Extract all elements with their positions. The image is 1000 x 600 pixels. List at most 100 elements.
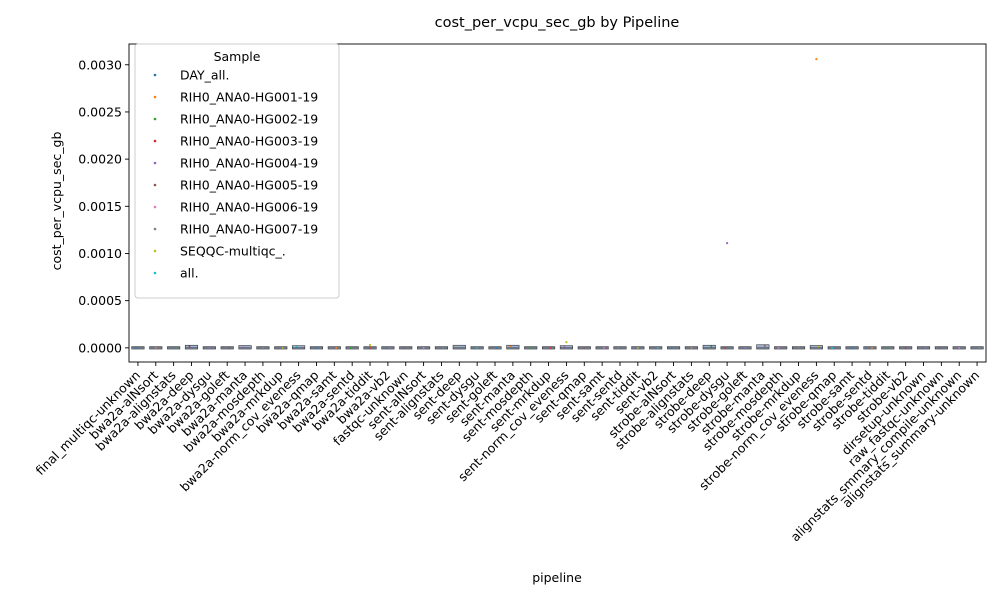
plot-frame <box>128 43 987 363</box>
y-axis: 0.0000 0.0005 0.0010 0.0015 0.0020 0.0025 0.00… <box>78 57 129 355</box>
legend-entry: RIH0_ANA0-HG003-19 <box>180 134 318 149</box>
legend-marker <box>153 117 157 121</box>
data-point <box>496 346 498 349</box>
data-point <box>442 346 445 349</box>
data-point <box>509 345 512 348</box>
data-point <box>603 346 606 349</box>
data-point <box>871 346 873 349</box>
data-point <box>315 346 318 349</box>
legend-marker <box>153 73 157 77</box>
outlier-point <box>815 57 818 61</box>
data-point <box>549 346 552 349</box>
category-box <box>559 345 573 350</box>
x-axis-label: pipeline <box>532 570 582 585</box>
legend-entry: RIH0_ANA0-HG004-19 <box>180 156 318 171</box>
category-box <box>292 345 306 350</box>
data-point <box>174 346 177 349</box>
data-point <box>295 346 298 348</box>
data-point <box>135 346 137 349</box>
legend-marker <box>153 227 157 231</box>
legend-marker <box>153 139 157 143</box>
legend-box <box>134 43 340 299</box>
data-point <box>262 346 264 349</box>
data-point <box>958 346 961 349</box>
category-box <box>184 344 199 350</box>
data-point <box>656 346 659 349</box>
data-point <box>670 346 673 349</box>
data-point <box>349 346 352 349</box>
data-point <box>744 346 746 349</box>
legend-entry: SEQQC-multiqc_. <box>180 244 286 259</box>
legend-marker <box>153 271 157 275</box>
data-point <box>583 346 586 349</box>
data-point <box>529 346 532 349</box>
legend-entry: RIH0_ANA0-HG006-19 <box>180 200 318 215</box>
data-point <box>690 346 693 349</box>
legend-entry: RIH0_ANA0-HG005-19 <box>180 178 318 193</box>
y-tick-label: 0.0025 <box>78 104 122 119</box>
data-point <box>817 345 820 348</box>
data-point <box>904 346 907 349</box>
legend-marker <box>153 249 157 253</box>
category-box <box>506 344 520 350</box>
outlier-point <box>368 343 372 347</box>
data-point <box>335 346 338 349</box>
data-point <box>242 345 244 348</box>
plot-area <box>128 43 987 363</box>
legend: Sample DAY_all. RIH0_ANA0-HG001-19 RIH0_ANA… <box>134 43 340 299</box>
data-points <box>131 57 984 350</box>
data-point <box>978 346 980 349</box>
data-point <box>724 346 727 349</box>
category-box <box>238 345 252 350</box>
legend-marker <box>153 161 157 165</box>
data-point <box>422 346 425 349</box>
chart-title: cost_per_vcpu_sec_gb by Pipeline <box>435 15 680 31</box>
data-point <box>281 346 284 349</box>
outlier-point <box>726 242 729 245</box>
data-point <box>369 346 371 349</box>
outlier-point <box>565 341 568 344</box>
data-point <box>402 346 405 349</box>
data-point <box>188 345 191 348</box>
y-tick-label: 0.0020 <box>78 152 122 167</box>
legend-entry: RIH0_ANA0-HG001-19 <box>180 90 318 105</box>
data-point <box>884 346 887 349</box>
data-point <box>228 346 231 349</box>
data-point <box>938 346 941 349</box>
y-tick-label: 0.0030 <box>78 57 122 72</box>
data-point <box>456 345 459 348</box>
legend-entry: RIH0_ANA0-HG002-19 <box>180 112 318 127</box>
data-point <box>797 346 800 349</box>
data-point <box>710 345 713 348</box>
category-box <box>702 344 716 350</box>
category-box <box>452 344 466 350</box>
data-point <box>777 346 780 349</box>
legend-marker <box>153 95 157 99</box>
data-point <box>763 345 766 347</box>
category-box <box>809 345 823 350</box>
y-tick-label: 0.0000 <box>78 340 122 355</box>
legend-title: Sample <box>214 49 261 64</box>
y-tick-label: 0.0015 <box>78 199 122 214</box>
data-point <box>563 346 566 348</box>
y-axis-label: cost_per_vcpu_sec_gb <box>49 132 64 271</box>
data-point <box>851 346 853 349</box>
y-tick-label: 0.0010 <box>78 246 122 261</box>
y-tick-label: 0.0005 <box>78 293 122 308</box>
category-box <box>756 344 770 350</box>
data-point <box>636 346 639 349</box>
data-point <box>208 346 211 349</box>
data-point <box>154 346 157 349</box>
data-point <box>476 346 479 349</box>
legend-marker <box>153 205 157 209</box>
x-axis: final_multiqc-unknownbwa2a-alNsortbwa2a-… <box>33 362 982 544</box>
legend-marker <box>153 183 157 187</box>
legend-entry: all. <box>180 266 199 281</box>
legend-entry: DAY_all. <box>180 68 229 83</box>
data-point <box>924 346 927 349</box>
data-point <box>388 346 391 349</box>
data-point <box>617 346 619 349</box>
legend-entry: RIH0_ANA0-HG007-19 <box>180 222 318 237</box>
data-point <box>831 346 834 349</box>
